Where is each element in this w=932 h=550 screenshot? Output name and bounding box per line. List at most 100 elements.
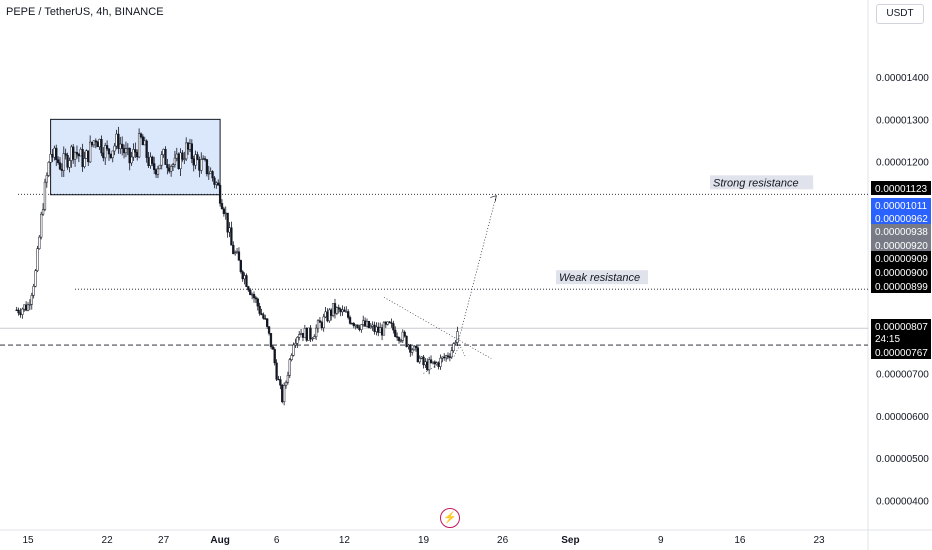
candle-body (260, 313, 263, 315)
candle-body (158, 164, 161, 170)
candle-body (414, 345, 418, 348)
candle-body (105, 145, 109, 149)
candle-body (234, 252, 237, 255)
candle-body (72, 146, 75, 160)
candle-body (311, 338, 314, 340)
candle-body (307, 327, 310, 341)
annotation-text: Strong resistance (713, 177, 799, 189)
price-tag (871, 211, 931, 225)
candle-body (41, 209, 45, 215)
candle-body (173, 157, 177, 165)
candle-body (316, 320, 320, 329)
candle-body (405, 335, 408, 347)
price-tag-label: 24:15 (875, 334, 900, 345)
candle-body (281, 384, 284, 403)
price-tag (871, 238, 931, 252)
candle-body (171, 164, 175, 167)
candle-body (47, 161, 50, 176)
candle-body (363, 320, 367, 327)
candle-body (200, 159, 203, 171)
candle-body (40, 213, 43, 238)
annotation-label: Strong resistance (710, 175, 814, 190)
candle-body (149, 156, 152, 166)
candle-body (160, 154, 163, 166)
candle-body (394, 329, 397, 337)
candle-body (175, 153, 178, 159)
candle-body (348, 317, 352, 324)
candle-body (66, 154, 69, 168)
candle-body (403, 331, 406, 337)
candle-body (375, 326, 378, 332)
y-tick-label: 0.00000400 (876, 497, 929, 508)
currency-selector[interactable]: USDT (876, 4, 924, 24)
candle-body (226, 212, 229, 233)
candle-body (130, 156, 133, 164)
candle-body (426, 361, 429, 371)
price-tag (871, 181, 931, 195)
candle-body (303, 328, 307, 338)
candle-body (275, 362, 278, 380)
arrow-origin (453, 344, 466, 357)
candle-body (264, 318, 267, 320)
candle-body (335, 307, 339, 314)
candle-body (89, 141, 92, 163)
candle-body (117, 133, 120, 149)
candle-body (205, 159, 209, 175)
candle-body (218, 184, 222, 204)
x-tick-label: 23 (813, 535, 825, 546)
candle-body (107, 148, 111, 155)
candle-body (77, 153, 80, 157)
x-tick-label: 16 (734, 535, 746, 546)
candle-body (250, 294, 254, 296)
candle-body (388, 321, 391, 323)
candle-body (345, 311, 348, 313)
candle-body (352, 323, 355, 327)
candle-body (422, 356, 425, 366)
y-tick-label: 0.00001300 (876, 115, 929, 126)
candle-body (73, 152, 77, 160)
candle-body (53, 147, 56, 158)
candle-body (134, 149, 137, 153)
candle-body (51, 154, 54, 158)
price-tag (871, 279, 931, 293)
y-tick-label: 0.00001200 (876, 158, 929, 169)
candle-body (313, 336, 316, 339)
candle-body (90, 141, 94, 146)
candle-body (143, 140, 146, 146)
candle-body (330, 309, 333, 316)
candle-body (254, 297, 258, 300)
candle-body (446, 355, 450, 358)
candle-body (347, 311, 350, 318)
candle-body (183, 158, 186, 160)
candle-body (279, 379, 282, 386)
lightning-icon[interactable]: ⚡ (440, 508, 460, 528)
candle-body (418, 358, 421, 363)
candle-body (141, 136, 145, 146)
candle-body (450, 350, 453, 358)
candle-body (424, 361, 427, 366)
candle-body (132, 149, 135, 158)
price-tag-label: 0.00000767 (875, 348, 928, 359)
price-tag (871, 331, 931, 345)
candle-body (17, 309, 20, 314)
candle-body (315, 327, 318, 337)
candle-body (384, 322, 387, 325)
x-tick-label: 27 (158, 535, 170, 546)
candle-body (256, 298, 259, 307)
price-tag (871, 265, 931, 279)
x-tick-label: Sep (561, 535, 579, 546)
candle-body (166, 164, 169, 169)
candle-body (111, 150, 114, 158)
candle-body (249, 289, 252, 295)
candle-body (168, 167, 171, 172)
candle-body (81, 149, 84, 167)
x-tick-label: 22 (102, 535, 114, 546)
candle-body (228, 227, 231, 233)
candle-body (320, 322, 323, 329)
y-tick-label: 0.00000700 (876, 369, 929, 380)
annotation-text: Weak resistance (559, 272, 640, 284)
candle-body (420, 356, 423, 359)
candle-body (151, 156, 154, 164)
price-tag-label: 0.00000962 (875, 214, 928, 225)
